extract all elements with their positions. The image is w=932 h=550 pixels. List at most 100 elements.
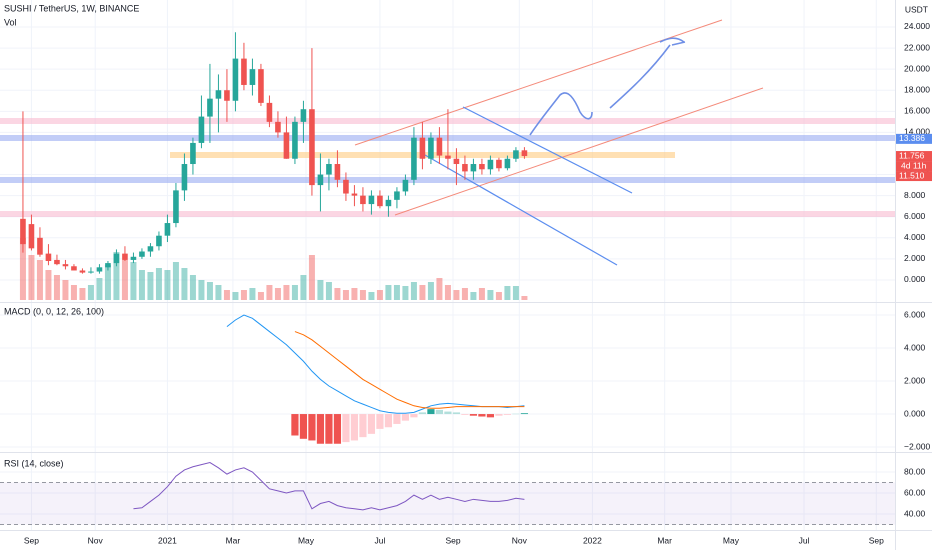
volume-bar [359, 290, 366, 300]
candle-body [71, 266, 77, 271]
y-tick-label: 2.000 [904, 375, 926, 385]
candle-body [402, 179, 409, 192]
macd-title: MACD (0, 0, 12, 26, 100) [4, 306, 104, 316]
volume-bar [28, 255, 35, 300]
candle-body [453, 158, 460, 165]
rsi-title: RSI (14, close) [4, 458, 64, 468]
volume-bar [504, 286, 511, 300]
histogram-bar [435, 409, 444, 415]
y-tick-label: 0.000 [904, 274, 926, 284]
volume-bar [19, 238, 26, 300]
volume-bar [368, 292, 375, 300]
candle-body [428, 137, 434, 159]
volume-bar [240, 290, 247, 300]
candle-body [79, 270, 86, 273]
histogram-bar [503, 414, 512, 415]
y-tick-label: 0.000 [904, 408, 926, 418]
candle-body [190, 142, 196, 165]
histogram-bar [469, 414, 478, 416]
volume-bar [376, 290, 383, 300]
volume-bar [419, 285, 426, 300]
candle-body [309, 109, 315, 186]
candle-body [139, 251, 145, 257]
volume-bar [342, 290, 349, 300]
histogram-bar [299, 414, 308, 439]
volume-bar [147, 272, 154, 300]
y-tick-label: 18.000 [904, 84, 930, 94]
countdown-box [896, 161, 932, 172]
candle-body [343, 179, 349, 194]
volume-bar [393, 285, 400, 300]
volume-bar [198, 280, 205, 300]
candle-body [266, 102, 273, 122]
volume-bar [53, 275, 60, 300]
histogram-bar [401, 414, 410, 421]
candle-body [37, 237, 43, 255]
candle-body [45, 253, 52, 261]
candle-body [521, 150, 528, 157]
candle-body [436, 137, 443, 156]
volume-bar [87, 285, 94, 300]
candle-body [385, 199, 392, 207]
x-tick-label: May [723, 535, 740, 545]
histogram-bar [486, 414, 495, 418]
volume-bar [317, 280, 324, 300]
volume-bar [453, 290, 460, 300]
candle-body [249, 69, 256, 85]
trendline [424, 154, 618, 266]
volume-bar [444, 285, 451, 300]
candle-body [394, 191, 400, 200]
candle-body [28, 224, 35, 249]
price-label-box [896, 151, 932, 162]
volume-bar [351, 288, 358, 300]
x-tick-label: Sep [24, 535, 39, 545]
candle-body [351, 193, 358, 196]
y-tick-label: 22.000 [904, 42, 930, 52]
candle-body [215, 90, 222, 99]
candle-body [198, 116, 205, 143]
y-tick-label: 6.000 [904, 309, 926, 319]
volume-bar [249, 288, 256, 300]
volume-bar [385, 285, 392, 300]
x-tick-label: 2021 [158, 535, 177, 545]
histogram-bar [350, 414, 359, 441]
candle-body [504, 158, 511, 169]
volume-bar [266, 285, 273, 300]
candle-body [275, 121, 281, 133]
histogram-bar [410, 414, 418, 418]
volume-bar [334, 288, 341, 300]
y-tick-label: 4.000 [904, 342, 926, 352]
candle-body [326, 164, 332, 175]
histogram-bar [427, 409, 435, 415]
histogram-bar [512, 413, 520, 415]
volume-bar [478, 288, 485, 300]
volume-bar [45, 270, 52, 300]
candle-body [105, 263, 111, 268]
candle-body [207, 98, 213, 117]
histogram-bar [452, 412, 461, 415]
y-tick-label: 80.00 [904, 466, 926, 476]
indicator-line [226, 314, 525, 414]
y-tick-label: 20.000 [904, 63, 930, 73]
x-tick-label: 2022 [583, 535, 602, 545]
volume-title: Vol [4, 17, 17, 27]
histogram-bar [478, 414, 486, 417]
x-tick-label: Sep [445, 535, 460, 545]
price-label-box [896, 133, 932, 144]
y-tick-label: 4.000 [904, 232, 926, 242]
hand-drawn-arrow [529, 37, 686, 136]
volume-bar [325, 282, 332, 300]
candle-body [224, 90, 230, 101]
volume-bar [70, 285, 77, 300]
histogram-bar [495, 414, 503, 416]
candle-body [470, 164, 477, 172]
candle-body [283, 132, 290, 159]
histogram-bar [376, 414, 384, 429]
volume-bar [291, 285, 298, 300]
candle-body [462, 164, 468, 172]
candle-body [122, 253, 128, 260]
candle-body [300, 109, 307, 122]
y-tick-label: 6.000 [904, 211, 926, 221]
symbol-title: SUSHI / TetherUS, 1W, BINANCE [4, 3, 139, 13]
histogram-bar [291, 414, 299, 436]
